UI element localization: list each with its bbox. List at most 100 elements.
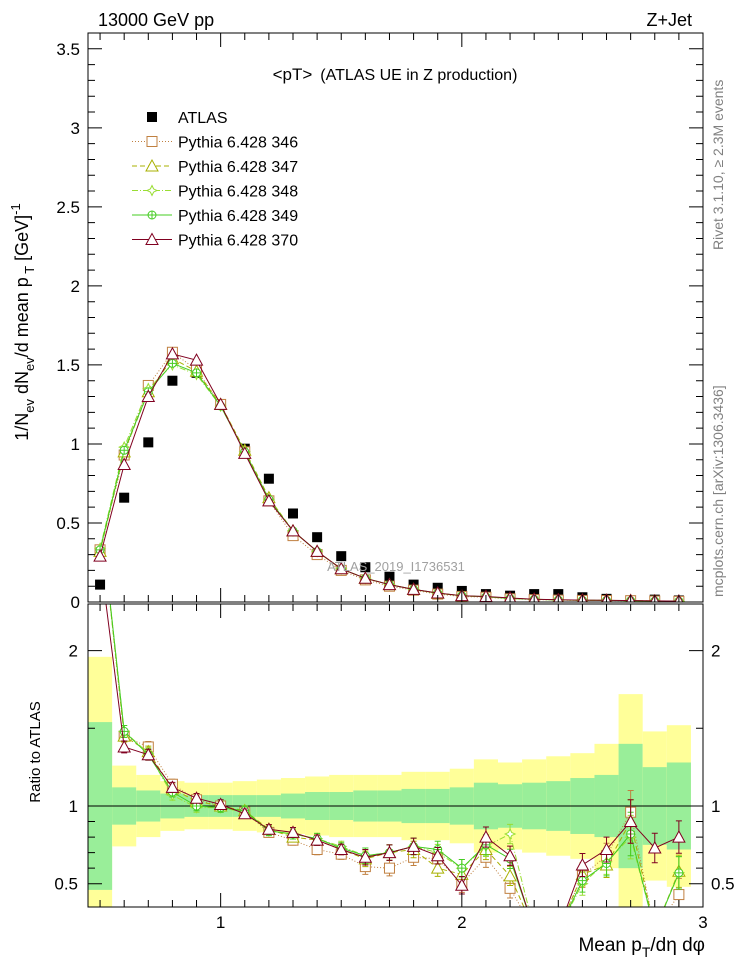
ratio-point-p370 (189, 791, 204, 804)
main-ytick-label: 3.5 (56, 40, 80, 59)
main-point-data (167, 375, 178, 386)
ratio-point-p370 (454, 878, 469, 891)
main-point-p370 (310, 544, 324, 557)
main-point-data (143, 437, 154, 448)
legend-marker (147, 112, 157, 122)
main-point-p349 (192, 368, 202, 378)
legend-entry-p370: Pythia 6.428 370 (132, 232, 298, 250)
legend-label: Pythia 6.428 346 (178, 135, 298, 152)
legend-label: Pythia 6.428 347 (178, 159, 298, 176)
ratio-point-p370 (623, 814, 638, 828)
main-point-p349 (119, 445, 129, 455)
ratio-point-p347 (430, 861, 445, 874)
ratio-point-p370 (382, 845, 397, 859)
watermark: ATLAS_2019_I1736531 (327, 559, 465, 574)
ratio-point-p349 (674, 868, 684, 878)
ratio-point-p370 (310, 833, 324, 846)
legend-marker (145, 158, 159, 172)
ratio-point-p348 (503, 827, 517, 841)
main-point-p370 (286, 523, 300, 537)
plot-title-main: <pT> (273, 65, 313, 84)
main-point-p349 (167, 358, 177, 368)
ratio-point-p349 (577, 876, 587, 886)
main-point-p370 (358, 571, 373, 584)
main-point-p370 (189, 353, 204, 366)
header-right: Z+Jet (646, 10, 692, 30)
ratio-axes: 0.5 0.5 1 1 2 2 1 2 3 (54, 604, 735, 932)
ratio-point-p370 (286, 825, 300, 838)
ratio-point-p370 (334, 842, 349, 856)
ratio-point-p346 (383, 862, 395, 874)
main-ytick-label: 3 (71, 119, 80, 138)
legend-marker (145, 184, 159, 197)
ratio-point-p370 (358, 850, 373, 863)
ratio-ytick-label-left: 0.5 (54, 875, 78, 894)
main-point-p370 (213, 397, 228, 410)
legend-label: Pythia 6.428 370 (178, 233, 298, 250)
ratio-point-p370 (503, 848, 517, 862)
main-point-p370 (141, 389, 156, 403)
main-ytick-label: 0 (71, 593, 80, 612)
ratio-point-p346 (311, 844, 323, 856)
main-point-data (360, 562, 371, 573)
ratio-xtick-label: 2 (457, 913, 466, 932)
legend-marker (146, 136, 158, 147)
ratio-bands (88, 656, 703, 907)
ratio-point-p370 (575, 858, 590, 871)
ratio-point-p370 (237, 806, 252, 820)
ratio-xtick-label: 3 (698, 913, 707, 932)
main-ylabel: 1/Nev dNev/d mean p T [GeV]-1 (8, 203, 37, 440)
main-point-data (312, 532, 323, 543)
ratio-point-p370 (406, 839, 421, 852)
legend-entry-p346: Pythia 6.428 346 (132, 135, 298, 152)
main-point-p370 (93, 549, 107, 562)
ratio-point-p349 (192, 801, 202, 811)
main-point-p370 (382, 577, 397, 591)
legend-entry-p349: Pythia 6.428 349 (132, 208, 298, 225)
legend-entry-p348: Pythia 6.428 348 (132, 184, 298, 201)
ratio-point-p346 (673, 889, 685, 901)
legend: ATLAS Pythia 6.428 346 Pythia 6.428 347 Pyt… (132, 110, 298, 250)
legend-label: Pythia 6.428 349 (178, 208, 298, 225)
legend-label: ATLAS (178, 110, 228, 127)
rivet-note: Rivet 3.1.10, ≥ 2.3M events (710, 80, 726, 250)
ratio-point-p370 (165, 780, 180, 793)
ratio-point-p347 (503, 868, 517, 882)
ratio-marks (105, 604, 686, 907)
ratio-point-p370 (117, 739, 132, 753)
main-point-p370 (262, 493, 276, 507)
main-point-p370 (237, 446, 252, 459)
ratio-point-p370 (479, 830, 493, 843)
main-point-p370 (334, 561, 349, 575)
main-point-p370 (406, 582, 421, 595)
main-point-data (336, 551, 347, 562)
ratio-point-p370 (213, 797, 228, 810)
ratio-xtick-label: 1 (216, 913, 225, 932)
main-ytick-label: 1 (71, 435, 80, 454)
ratio-ytick-label-left: 2 (69, 642, 78, 661)
main-point-p370 (165, 346, 180, 360)
main-point-data (288, 508, 298, 519)
main-point-data (384, 571, 395, 582)
plot-title-sub: (ATLAS UE in Z production) (320, 67, 517, 84)
main-point-data (263, 473, 274, 484)
ratio-ytick-label-right: 1 (711, 797, 720, 816)
ratio-point-p370 (262, 822, 276, 835)
ratio-xlabel: Mean pT/dη dφ (578, 935, 705, 960)
main-point-data (119, 492, 130, 503)
main-point-p370 (117, 457, 132, 470)
ratio-point-p370 (430, 848, 445, 862)
plot-title: <pT> (ATLAS UE in Z production) (273, 65, 518, 84)
ratio-point-p370 (672, 830, 686, 843)
ratio-ytick-label-right: 2 (711, 642, 720, 661)
main-ytick-label: 2.5 (56, 198, 80, 217)
main-ytick-label: 1.5 (56, 356, 80, 375)
ratio-frame (87, 603, 704, 908)
ratio-point-p370 (599, 842, 614, 856)
main-ytick-label: 0.5 (56, 514, 80, 533)
legend-marker (147, 210, 157, 220)
ratio-ylabel: Ratio to ATLAS (27, 701, 44, 802)
ratio-panel: 0.5 0.5 1 1 2 2 1 2 3 Ratio to ATLAS Mean pT/dη … (27, 603, 735, 960)
ratio-point-p370 (647, 840, 662, 854)
